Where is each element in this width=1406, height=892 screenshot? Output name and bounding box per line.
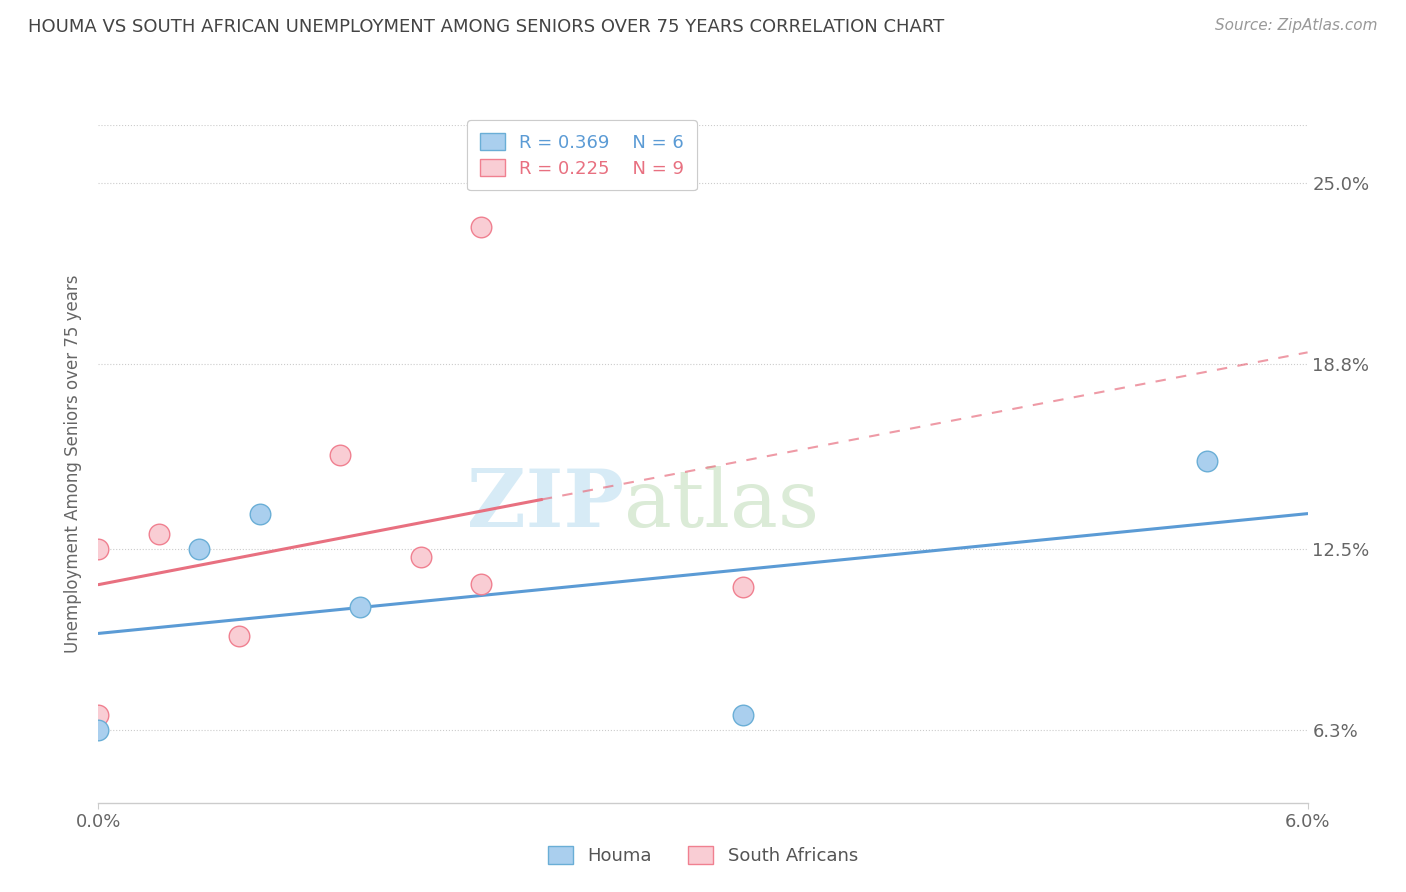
Point [87,541,110,556]
Point [349,600,371,615]
Text: Source: ZipAtlas.com: Source: ZipAtlas.com [1215,18,1378,33]
Point [409,550,432,565]
Point [148,527,170,541]
Text: ZIP: ZIP [467,466,624,543]
Legend: R = 0.369    N = 6, R = 0.225    N = 9: R = 0.369 N = 6, R = 0.225 N = 9 [467,120,697,191]
Text: HOUMA VS SOUTH AFRICAN UNEMPLOYMENT AMONG SENIORS OVER 75 YEARS CORRELATION CHAR: HOUMA VS SOUTH AFRICAN UNEMPLOYMENT AMON… [28,18,945,36]
Point [228,629,250,643]
Point [470,220,492,235]
Text: atlas: atlas [624,466,820,543]
Point [188,541,211,556]
Point [87,708,110,723]
Point [470,576,492,591]
Point [1195,454,1218,468]
Point [329,448,352,462]
Point [87,723,110,737]
Point [249,507,271,521]
Legend: Houma, South Africans: Houma, South Africans [538,838,868,874]
Point [733,708,755,723]
Y-axis label: Unemployment Among Seniors over 75 years: Unemployment Among Seniors over 75 years [63,275,82,653]
Point [733,580,755,594]
